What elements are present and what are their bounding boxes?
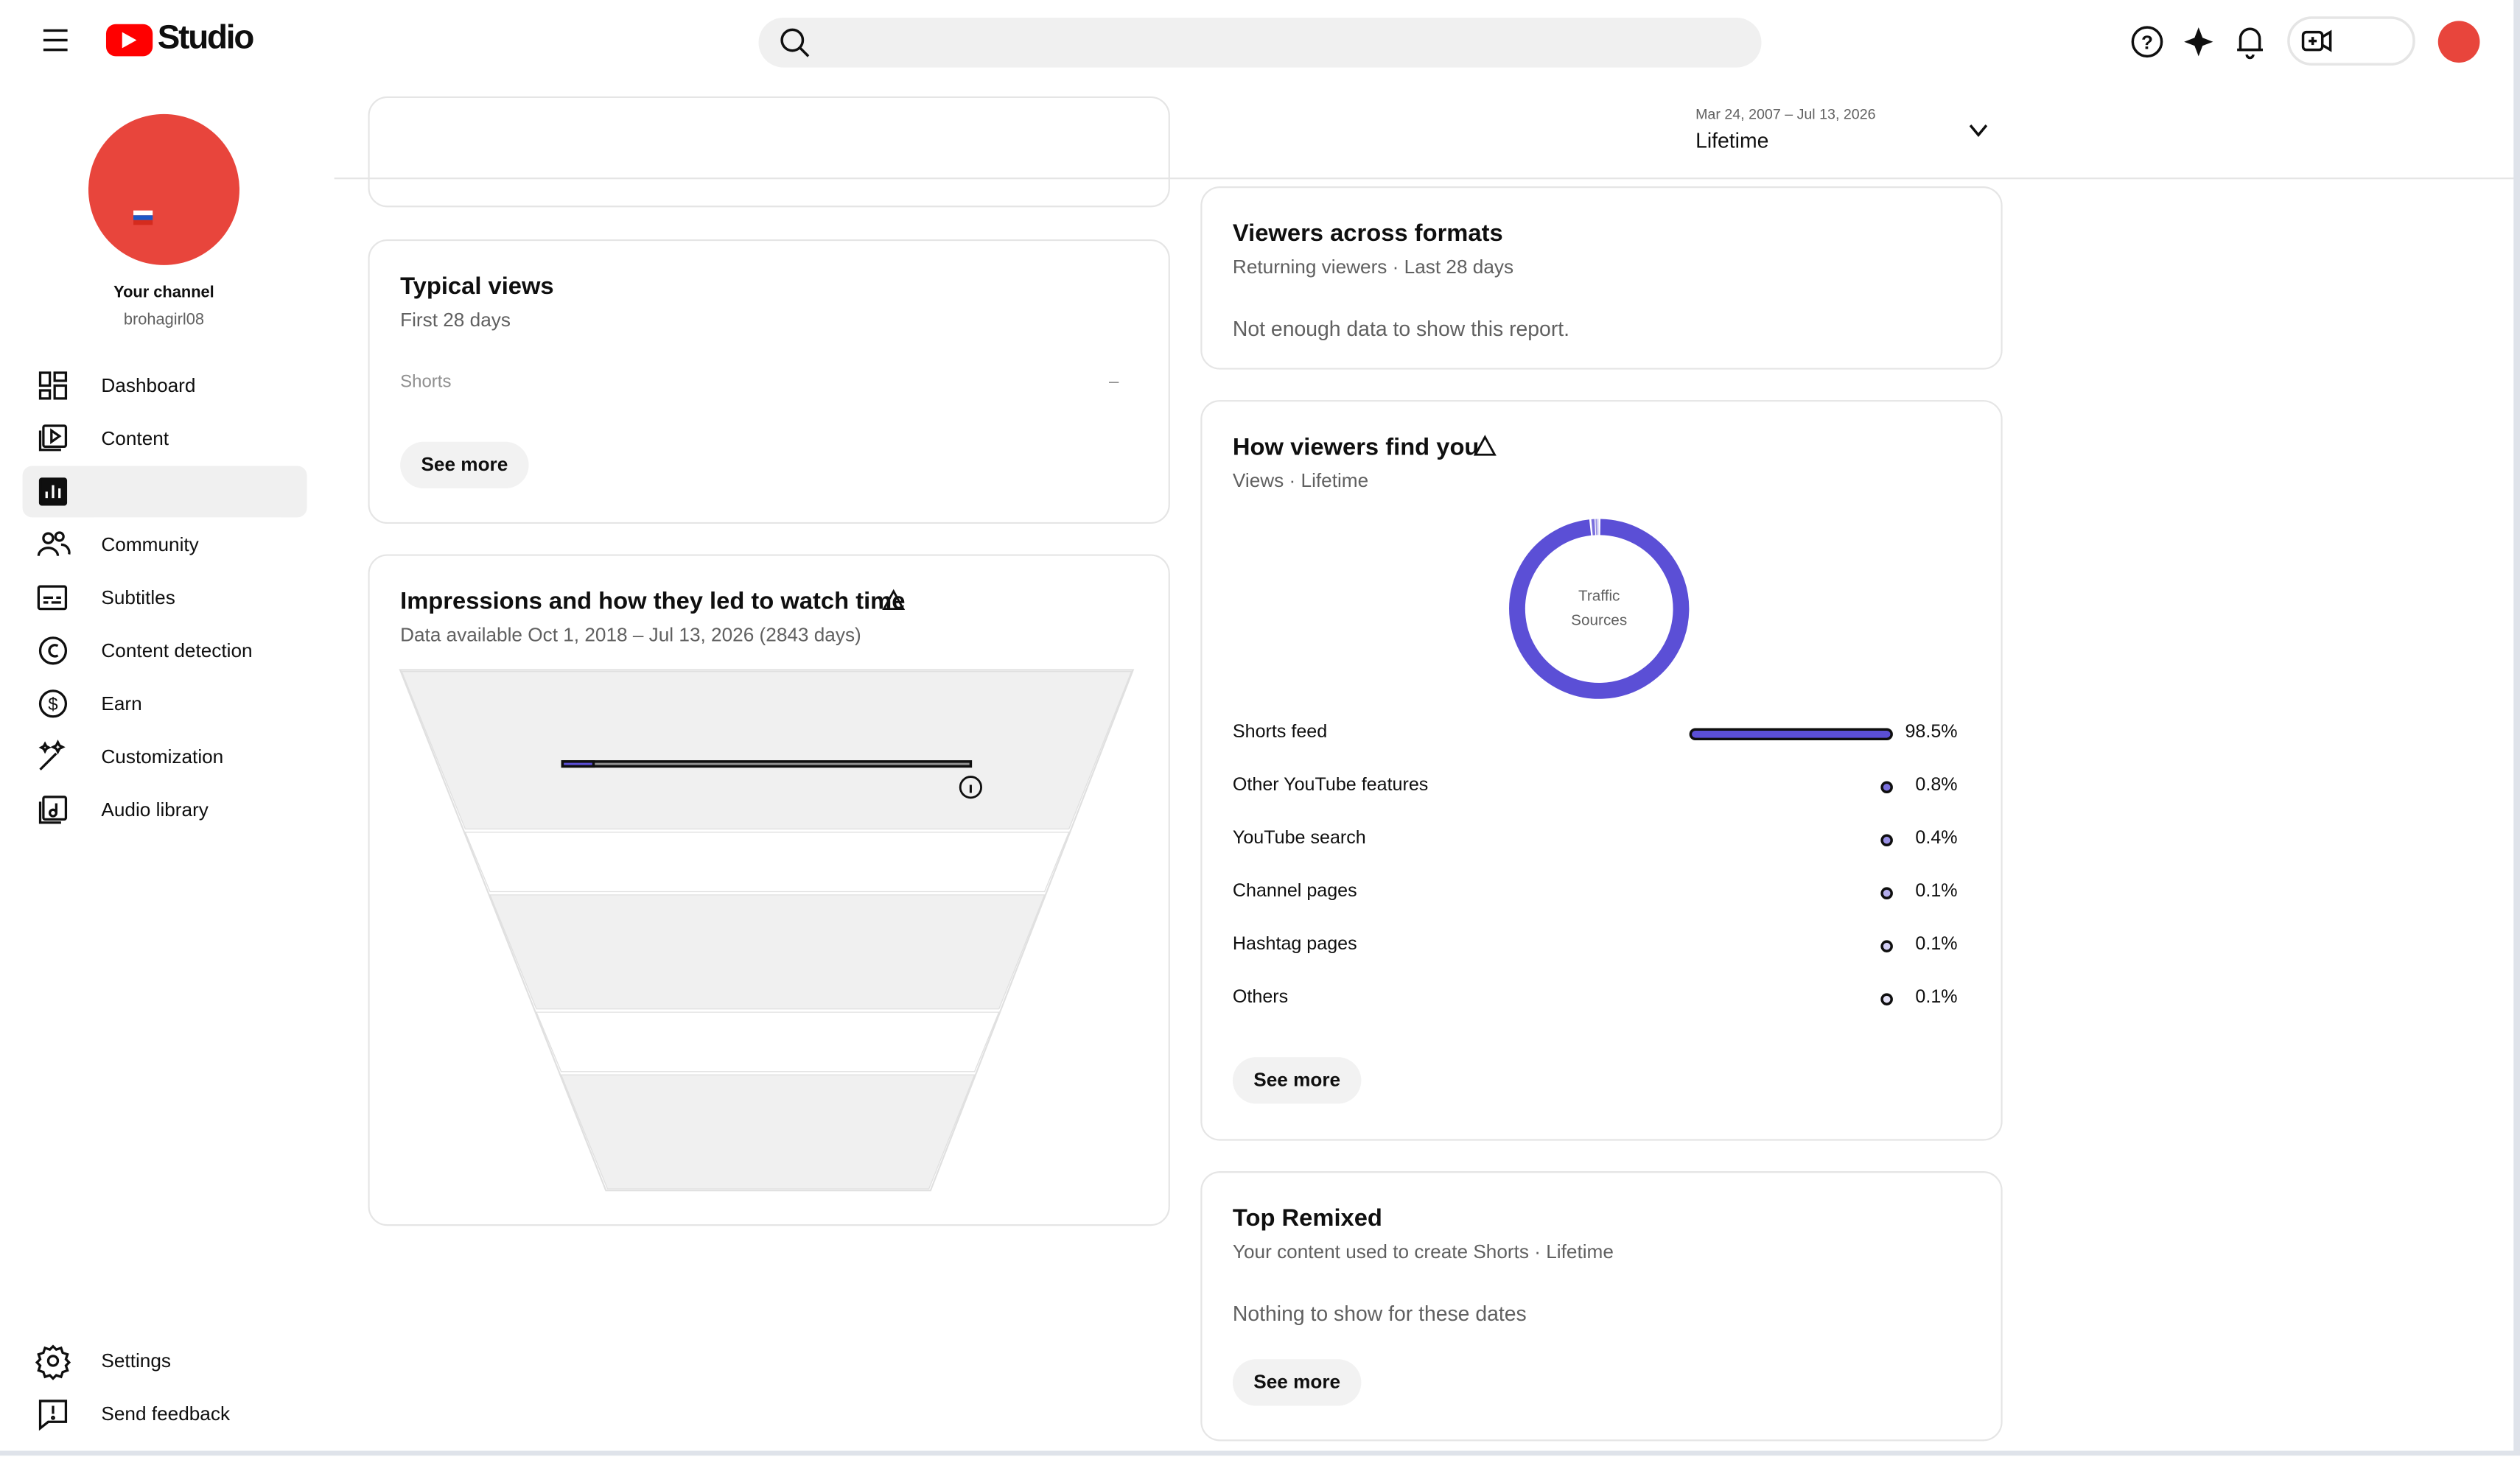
card-subtitle: Your content used to create Shorts · Lif… xyxy=(1232,1240,1614,1263)
nav-item[interactable]: Community xyxy=(101,533,199,556)
card-subtitle: Data available Oct 1, 2018 – Jul 13, 202… xyxy=(400,623,861,646)
search-icon xyxy=(780,28,810,57)
stage-label: Views from impressions xyxy=(670,916,865,935)
stage-label: 0:20 average view duration xyxy=(656,1031,879,1050)
stage-value: 14 xyxy=(749,939,785,975)
source-name: Other YouTube features xyxy=(1232,776,1429,796)
logo-mark xyxy=(105,24,153,57)
header-avatar-text: 2007 xyxy=(2443,30,2465,41)
see-more[interactable]: See more xyxy=(400,441,529,489)
source-name: Shorts feed xyxy=(1232,723,1328,742)
nav-item[interactable]: Dashboard xyxy=(101,374,196,397)
header-avatar[interactable] xyxy=(2437,21,2480,63)
date-range: Mar 24, 2007 – Jul 13, 2026 xyxy=(1695,105,1876,122)
donut-label: Traffic Sources xyxy=(1571,588,1628,630)
sparkle-icon[interactable] xyxy=(2184,27,2213,57)
card-message: Nothing to show for these dates xyxy=(1232,1301,1527,1326)
channel-handle: brohagirl08 xyxy=(123,312,205,330)
create-label: Create xyxy=(2339,30,2401,53)
date-period[interactable]: Lifetime xyxy=(1695,128,1769,153)
svg-text:$: $ xyxy=(48,695,57,715)
date-chevron[interactable] xyxy=(1969,124,1988,137)
source-name: Channel pages xyxy=(1232,882,1357,902)
card-subtitle: Returning viewers · Last 28 days xyxy=(1232,255,1514,278)
see-more[interactable]: See more xyxy=(1232,1359,1362,1406)
see-more[interactable]: See more xyxy=(1232,1057,1362,1104)
card-message: Not enough data to show this report. xyxy=(1232,316,1570,341)
create-icon xyxy=(2301,29,2332,52)
source-name: Others xyxy=(1232,988,1289,1008)
search-placeholder: Search across your channel xyxy=(832,29,1092,53)
avatar-year: 2007 xyxy=(126,147,202,185)
bell-icon[interactable] xyxy=(2237,27,2264,60)
row-value: – xyxy=(1108,373,1119,393)
source-value: 0.8% xyxy=(1915,776,1958,796)
menu-icon xyxy=(43,29,68,52)
source-value: 0.1% xyxy=(1915,882,1958,902)
card-title: How viewers find you xyxy=(1232,433,1480,461)
nav-item[interactable]: Customization xyxy=(101,745,224,768)
nav-item[interactable]: Analytics xyxy=(101,480,187,503)
footer-nav-item[interactable]: Send feedback xyxy=(101,1402,231,1425)
card xyxy=(368,96,1170,208)
stage-value: 0.08 xyxy=(736,1120,799,1156)
card-title: Impressions and how they led to watch ti… xyxy=(400,588,906,616)
flag xyxy=(133,210,153,225)
nav-item[interactable]: Subtitles xyxy=(101,586,175,609)
channel-label: Your channel xyxy=(113,284,214,303)
card: Top Remixed Your content used to create S… xyxy=(1200,1171,2003,1442)
source-name: YouTube search xyxy=(1232,829,1366,849)
row-label: Shorts xyxy=(400,373,452,393)
card-subtitle: Views · Lifetime xyxy=(1232,468,1369,492)
stage-value: 499 xyxy=(741,716,794,752)
stage-label: Impressions xyxy=(717,692,818,712)
card-title: Top Remixed xyxy=(1232,1204,1382,1232)
card-subtitle: First 28 days xyxy=(400,308,511,331)
svg-text:?: ? xyxy=(2141,32,2153,54)
help-icon[interactable]: ? xyxy=(2131,26,2163,58)
nav-item[interactable]: Content xyxy=(101,427,169,450)
logo-play xyxy=(122,32,137,49)
card-title: Typical views xyxy=(400,273,554,301)
nav-icons: $ xyxy=(35,371,71,1431)
card: Viewers across formats Returning viewers … xyxy=(1200,186,2003,370)
nav-item[interactable]: Earn xyxy=(101,692,142,715)
stage-label: 2.8% click-through rate xyxy=(673,850,862,871)
avatar-views: 67K VIEWS xyxy=(121,184,207,203)
nav-item[interactable]: Audio library xyxy=(101,798,209,821)
source-value: 0.1% xyxy=(1915,935,1958,955)
card-title: Viewers across formats xyxy=(1232,220,1503,247)
stage-label: Watch time from impressions (hours) xyxy=(617,1095,918,1115)
source-value: 98.5% xyxy=(1905,723,1958,742)
card: How viewers find you Views · Lifetime See … xyxy=(1200,400,2003,1141)
source-value: 0.1% xyxy=(1915,988,1958,1008)
stage-note: 7.6% from YouTube recommending your cont… xyxy=(542,777,938,797)
source-value: 0.4% xyxy=(1915,829,1958,849)
source-name: Hashtag pages xyxy=(1232,935,1357,955)
avatar-share: 25% xyxy=(157,208,190,227)
nav-item[interactable]: Content detection xyxy=(101,639,253,662)
footer-nav-item[interactable]: Settings xyxy=(101,1349,171,1372)
card: Typical views First 28 days Shorts – See mor… xyxy=(368,239,1170,524)
logo-text: Studio xyxy=(157,19,255,57)
